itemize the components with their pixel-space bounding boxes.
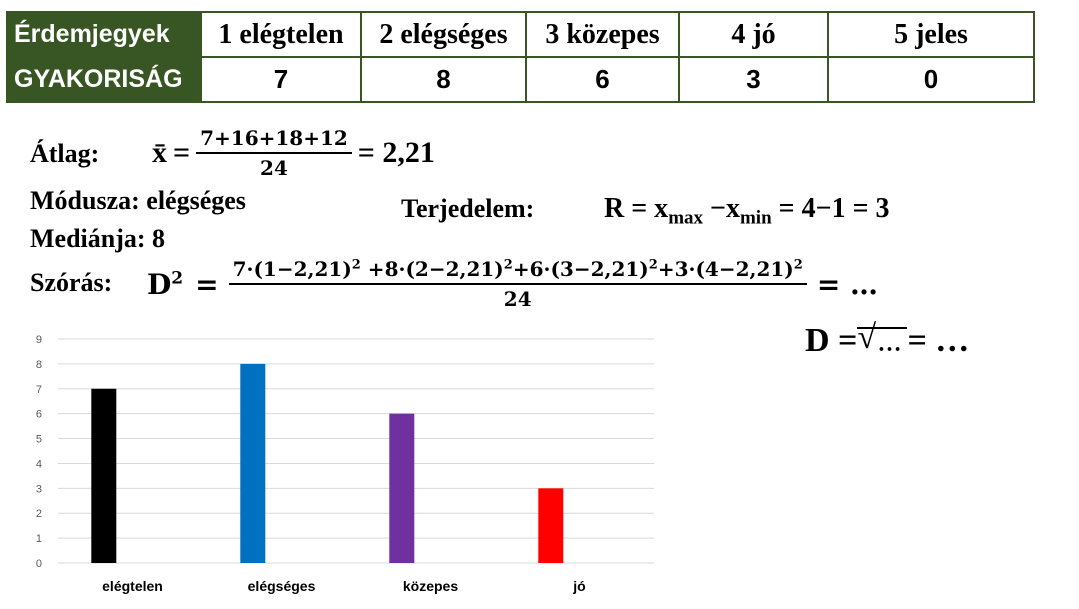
frequency-cell: 0 <box>827 56 1035 103</box>
x-category-label: közepes <box>403 578 458 594</box>
frequency-table: Érdemjegyek 1 elégtelen 2 elégséges 3 kö… <box>6 11 1035 103</box>
mean-symbol: x̄ <box>152 136 167 169</box>
y-tick-label: 0 <box>36 558 42 570</box>
y-tick-label: 4 <box>36 458 42 470</box>
frequency-row: GYAKORISÁG 7 8 6 3 0 <box>6 56 1035 103</box>
mean-fraction: 7+16+18+12 24 <box>196 126 352 180</box>
range-formula: R = xmax −xmin = 4−1 = 3 <box>604 193 890 230</box>
range-rhs: = 4−1 = 3 <box>771 193 890 224</box>
grade-cell: 4 jó <box>678 11 829 58</box>
variance-label: Szórás: <box>30 268 113 297</box>
variance-equals: = <box>195 267 219 301</box>
y-tick-label: 9 <box>36 334 42 346</box>
y-tick-label: 1 <box>36 533 42 545</box>
mean-result: = 2,21 <box>357 136 435 169</box>
stddev-formula: D = √ … = … <box>805 321 970 360</box>
variance-fraction: 7·(1−2,21)2 +8·(2−2,21)2+6·(3−2,21)2+3·(… <box>228 257 807 311</box>
grade-cell: 3 közepes <box>525 11 680 58</box>
variance-formula: D2 = 7·(1−2,21)2 +8·(2−2,21)2+6·(3−2,21)… <box>147 257 878 311</box>
range-sub-max: max <box>668 207 704 229</box>
range-minus: −x <box>703 193 740 224</box>
frequency-header-cell: GYAKORISÁG <box>6 56 202 103</box>
bar <box>91 388 117 563</box>
stddev-rhs: = … <box>907 322 970 359</box>
frequency-cell: 6 <box>525 56 680 103</box>
variance-denominator: 24 <box>503 287 532 311</box>
y-tick-label: 5 <box>36 434 42 446</box>
mean-formula: x̄ = 7+16+18+12 24 = 2,21 <box>152 126 435 180</box>
stddev-lhs: D = <box>805 322 858 359</box>
stddev-radicand: … <box>877 331 902 357</box>
y-tick-label: 6 <box>36 409 42 421</box>
median-text: Mediánja: 8 <box>30 224 166 253</box>
range-lhs: R = x <box>604 193 669 224</box>
mean-denominator: 24 <box>260 156 288 180</box>
sqrt-icon: √ <box>857 319 877 356</box>
frequency-cell: 3 <box>678 56 829 103</box>
range-label: Terjedelem: <box>401 194 535 223</box>
bar <box>538 488 564 563</box>
range-sub-min: min <box>739 207 772 229</box>
grade-cell: 5 jeles <box>827 11 1035 58</box>
sqrt-radical: √ … <box>857 321 908 359</box>
x-category-label: elégtelen <box>102 578 163 594</box>
frequency-cell: 8 <box>360 56 527 103</box>
y-tick-label: 7 <box>36 384 42 396</box>
mode-text: Módusza: elégséges <box>30 186 246 215</box>
mean-equals: = <box>173 136 191 169</box>
y-tick-label: 3 <box>36 483 42 495</box>
variance-result: = … <box>816 267 879 301</box>
mean-label: Átlag: <box>30 139 100 168</box>
variance-numerator: 7·(1−2,21)2 +8·(2−2,21)2+6·(3−2,21)2+3·(… <box>228 257 807 285</box>
variance-lhs: D2 <box>147 267 184 301</box>
bar-chart: 0 1 2 3 4 5 6 7 8 9 elégtelen elégséges közepes jó <box>36 334 654 594</box>
x-category-label: elégséges <box>248 578 316 594</box>
x-category-label: jó <box>572 578 585 594</box>
frequency-cell: 7 <box>200 56 362 103</box>
mean-numerator: 7+16+18+12 <box>196 126 352 154</box>
y-tick-label: 8 <box>36 359 42 371</box>
y-tick-label: 2 <box>36 508 42 520</box>
grades-row: Érdemjegyek 1 elégtelen 2 elégséges 3 kö… <box>6 11 1035 58</box>
bar <box>389 413 415 563</box>
bar <box>240 363 266 563</box>
grade-cell: 1 elégtelen <box>200 11 362 58</box>
grades-header-cell: Érdemjegyek <box>6 11 202 58</box>
grade-cell: 2 elégséges <box>360 11 527 58</box>
